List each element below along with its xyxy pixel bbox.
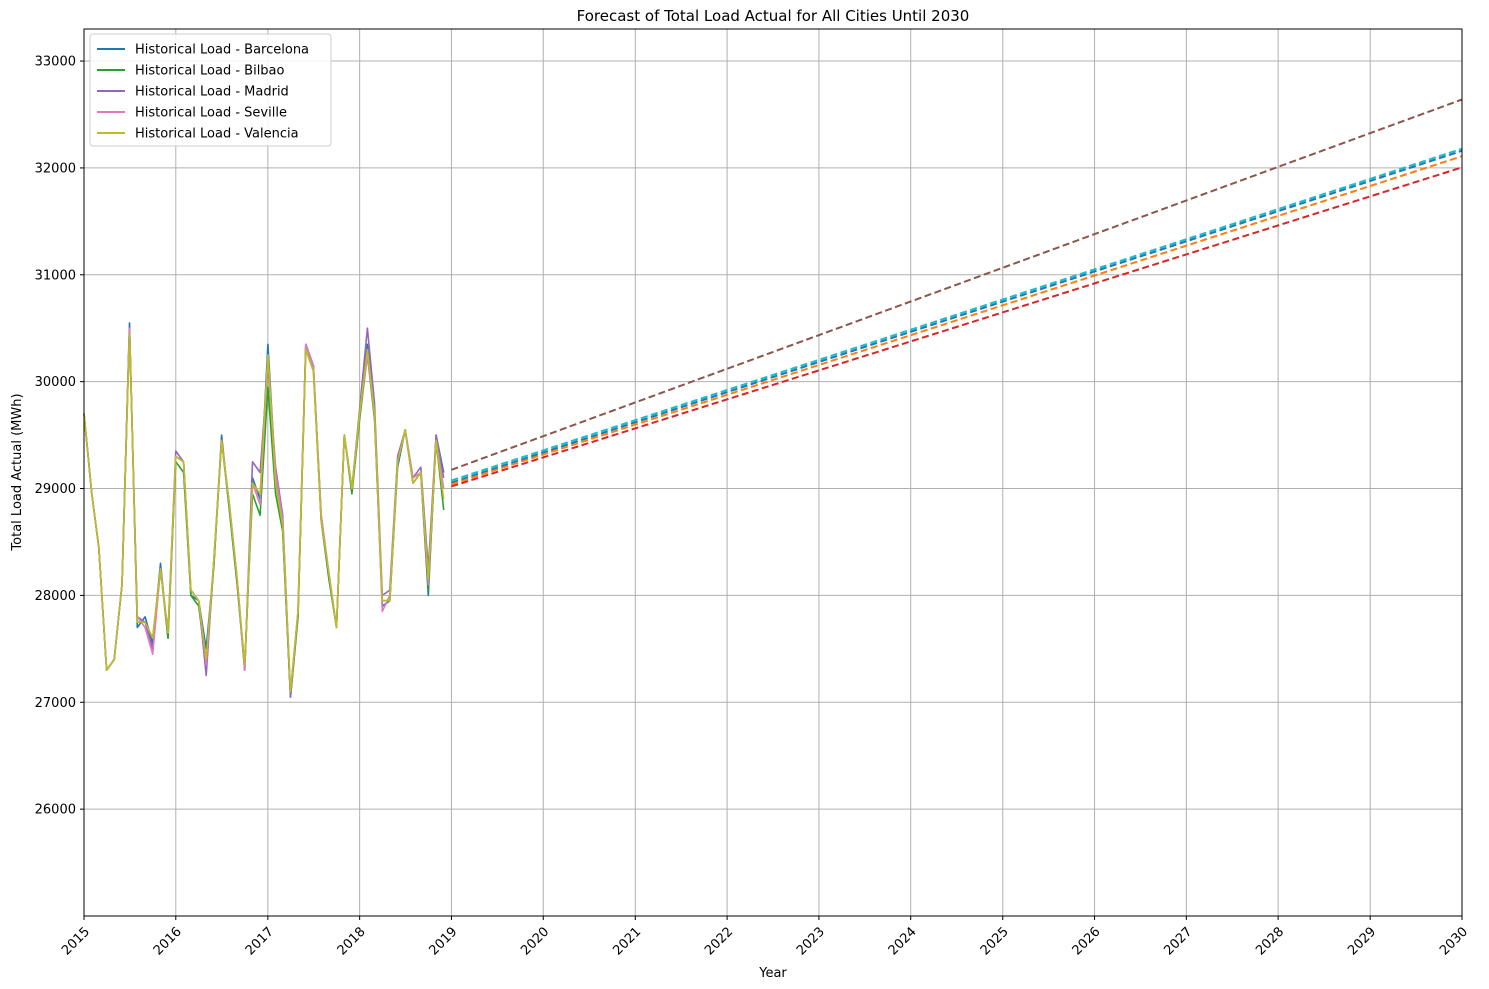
legend-label: Historical Load - Bilbao (135, 64, 285, 79)
x-tick-label: 2028 (1253, 924, 1287, 958)
forecast-line (451, 149, 1463, 484)
chart-title: Forecast of Total Load Actual for All Ci… (577, 7, 970, 25)
x-tick-label: 2027 (1161, 924, 1195, 958)
legend-label: Historical Load - Valencia (135, 127, 299, 142)
x-tick-label: 2018 (335, 924, 369, 958)
legend-box (89, 33, 332, 147)
y-tick-label: 29000 (35, 482, 76, 497)
historical-line (83, 322, 445, 698)
x-tick-label: 2016 (151, 924, 185, 958)
x-tick-label: 2021 (610, 924, 644, 958)
historical-lines (83, 322, 445, 698)
x-tick-label: 2025 (978, 924, 1012, 958)
historical-line (83, 327, 445, 698)
x-tick-label: 2030 (1437, 924, 1471, 958)
y-tick-label: 30000 (35, 375, 76, 390)
x-tick-label: 2029 (1345, 924, 1379, 958)
forecast-line (451, 98, 1463, 471)
y-tick-label: 27000 (35, 696, 76, 711)
forecast-lines (451, 98, 1463, 488)
y-axis: 26000 27000 28000 29000 30000 31000 32000 33000 (35, 55, 84, 818)
x-axis: 2015 2016 2017 2018 2019 2020 2021 2022 2023 2024… (59, 916, 1471, 958)
y-tick-label: 31000 (35, 268, 76, 283)
x-tick-label: 2024 (886, 924, 920, 958)
plot-frame (83, 28, 1463, 917)
x-tick-label: 2020 (518, 924, 552, 958)
x-tick-label: 2023 (794, 924, 828, 958)
y-axis-title: Total Load Actual (MWh) (10, 393, 25, 551)
x-tick-label: 2017 (243, 924, 277, 958)
y-tick-label: 26000 (35, 803, 76, 818)
legend: Historical Load - Barcelona Historical Lo… (89, 33, 332, 147)
x-tick-label: 2019 (426, 924, 460, 958)
x-axis-title: Year (758, 966, 787, 981)
historical-line (83, 327, 445, 698)
y-tick-label: 28000 (35, 589, 76, 604)
historical-line (83, 327, 445, 693)
forecast-line (451, 155, 1463, 486)
forecast-line (451, 147, 1463, 482)
x-tick-label: 2015 (59, 924, 93, 958)
forecast-line (451, 166, 1463, 488)
y-tick-label: 33000 (35, 55, 76, 70)
x-tick-label: 2022 (702, 924, 736, 958)
legend-label: Historical Load - Madrid (135, 85, 289, 100)
x-tick-label: 2026 (1070, 924, 1104, 958)
historical-line (83, 332, 445, 693)
legend-label: Historical Load - Barcelona (135, 43, 309, 58)
legend-label: Historical Load - Seville (135, 106, 287, 121)
grid (83, 29, 1463, 916)
y-tick-label: 32000 (35, 161, 76, 176)
